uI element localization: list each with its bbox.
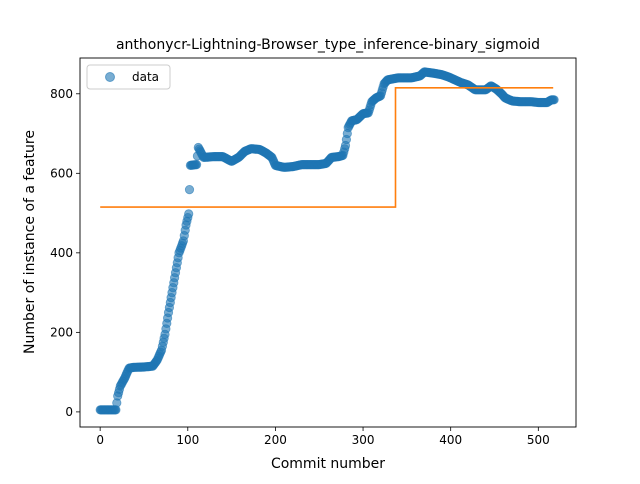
plot-frame	[79, 57, 577, 428]
chart-title: anthonycr-Lightning-Browser_type_inferen…	[116, 37, 540, 53]
y-axis-label: Number of instance of a feature	[22, 130, 38, 354]
x-tick-label: 0	[96, 433, 104, 447]
y-tick-label: 800	[50, 87, 73, 101]
x-tick-label: 400	[439, 433, 462, 447]
legend-marker-data	[105, 72, 115, 82]
x-tick-label: 200	[264, 433, 287, 447]
fit-line	[100, 87, 554, 208]
legend-label-data: data	[132, 70, 159, 84]
data-point	[184, 185, 195, 195]
data-point	[549, 95, 559, 105]
legend: data	[86, 64, 171, 90]
x-tick-label: 100	[176, 433, 199, 447]
plot-area	[95, 67, 559, 415]
y-tick-label: 400	[50, 246, 73, 260]
x-tick-label: 500	[527, 433, 550, 447]
x-axis-label: Commit number	[271, 456, 385, 472]
legend-box	[86, 64, 171, 90]
y-tick-label: 200	[50, 325, 73, 339]
y-tick-label: 0	[65, 405, 73, 419]
x-tick-label: 300	[352, 433, 375, 447]
data-point	[184, 209, 194, 219]
data-point	[192, 160, 202, 170]
axis-ticks: 0 100 200 300 400 500 0 200 400 600 800	[50, 87, 550, 447]
y-tick-label: 600	[50, 166, 73, 180]
